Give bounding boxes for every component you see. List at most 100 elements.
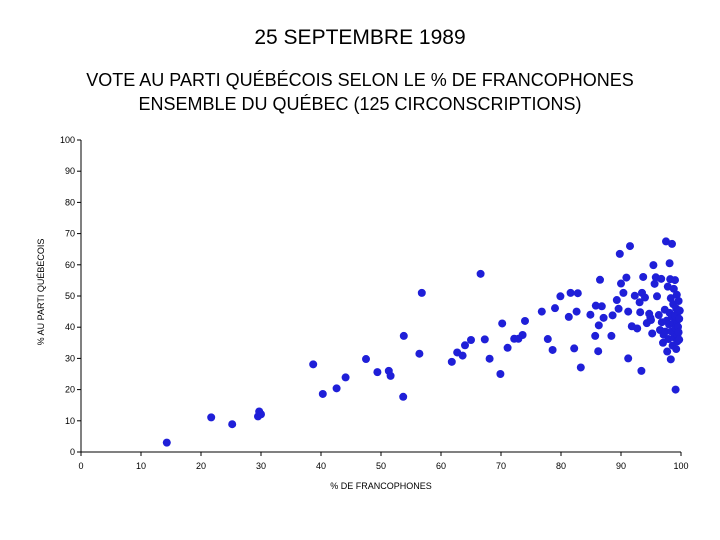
data-point bbox=[665, 259, 674, 268]
y-tick-label: 100 bbox=[60, 135, 75, 145]
data-point bbox=[207, 413, 216, 422]
data-point bbox=[675, 306, 684, 315]
data-point bbox=[671, 385, 680, 394]
data-point bbox=[648, 329, 657, 338]
data-point bbox=[641, 293, 649, 302]
data-point bbox=[599, 313, 608, 322]
data-point bbox=[672, 290, 681, 299]
chart-title-line-2: ENSEMBLE DU QUÉBEC (125 CIRCONSCRIPTIONS… bbox=[138, 94, 582, 114]
data-point bbox=[447, 357, 456, 366]
data-point bbox=[668, 239, 676, 248]
data-point bbox=[386, 371, 395, 380]
data-point bbox=[597, 302, 606, 311]
data-point bbox=[309, 360, 318, 369]
x-tick-label: 80 bbox=[556, 461, 566, 471]
data-point bbox=[461, 341, 469, 350]
data-point bbox=[639, 272, 648, 281]
data-point bbox=[674, 296, 683, 305]
data-point bbox=[543, 335, 552, 344]
data-point bbox=[675, 335, 684, 344]
data-point bbox=[672, 345, 681, 354]
data-point bbox=[576, 363, 585, 372]
data-point bbox=[521, 316, 529, 325]
y-tick-label: 10 bbox=[65, 416, 75, 426]
y-tick-label: 20 bbox=[65, 385, 75, 395]
data-point bbox=[635, 298, 644, 307]
data-point bbox=[162, 438, 171, 447]
data-point bbox=[458, 351, 467, 360]
data-point bbox=[228, 420, 237, 429]
data-point bbox=[637, 366, 646, 375]
data-point bbox=[664, 335, 673, 344]
data-point bbox=[671, 276, 679, 285]
data-point bbox=[570, 344, 579, 353]
data-point bbox=[608, 311, 617, 320]
y-tick-label: 30 bbox=[65, 353, 75, 363]
data-points bbox=[162, 237, 684, 447]
data-point bbox=[654, 311, 663, 320]
data-point bbox=[617, 279, 625, 288]
data-point bbox=[498, 319, 507, 328]
data-point bbox=[362, 355, 370, 364]
data-point bbox=[496, 370, 505, 378]
data-point bbox=[622, 273, 631, 282]
data-point bbox=[591, 301, 600, 310]
data-point bbox=[607, 331, 616, 340]
data-point bbox=[630, 291, 639, 300]
x-tick-label: 30 bbox=[256, 461, 266, 471]
data-point bbox=[415, 349, 424, 358]
x-axis-label: % DE FRANCOPHONES bbox=[330, 481, 432, 491]
data-point bbox=[674, 328, 683, 337]
x-tick-label: 10 bbox=[136, 461, 146, 471]
y-tick-label: 70 bbox=[65, 229, 75, 239]
data-point bbox=[662, 237, 670, 246]
data-point bbox=[467, 335, 475, 344]
data-point bbox=[663, 282, 672, 291]
chart-title-line-1: VOTE AU PARTI QUÉBÉCOIS SELON LE % DE FR… bbox=[86, 70, 634, 90]
data-point bbox=[417, 288, 426, 297]
data-point bbox=[657, 274, 666, 283]
data-point bbox=[624, 354, 633, 363]
y-axis-label: % AU PARTI QUÉBÉCOIS bbox=[36, 239, 46, 346]
data-point bbox=[649, 261, 658, 270]
data-point bbox=[626, 242, 634, 251]
data-point bbox=[663, 347, 672, 356]
data-point bbox=[633, 324, 642, 333]
y-tick-label: 50 bbox=[65, 291, 75, 301]
data-point bbox=[594, 347, 603, 356]
data-point bbox=[257, 410, 265, 419]
data-point bbox=[624, 307, 633, 316]
data-point bbox=[556, 292, 565, 301]
data-point bbox=[566, 288, 575, 297]
slide-title: 25 SEPTEMBRE 1989 bbox=[254, 26, 466, 49]
data-point bbox=[596, 275, 604, 284]
x-tick-label: 90 bbox=[616, 461, 626, 471]
x-tick-label: 40 bbox=[316, 461, 326, 471]
x-tick-label: 70 bbox=[496, 461, 506, 471]
data-point bbox=[318, 389, 327, 398]
data-point bbox=[666, 355, 675, 364]
data-point bbox=[594, 321, 603, 330]
data-point bbox=[373, 368, 382, 377]
data-point bbox=[518, 331, 527, 339]
data-point bbox=[551, 304, 559, 313]
data-point bbox=[614, 304, 623, 313]
data-point bbox=[675, 314, 684, 323]
data-point bbox=[399, 392, 408, 401]
data-point bbox=[564, 312, 573, 321]
data-point bbox=[485, 354, 494, 363]
y-tick-label: 40 bbox=[65, 322, 75, 332]
data-point bbox=[653, 292, 661, 301]
x-tick-label: 100 bbox=[673, 461, 688, 471]
data-point bbox=[661, 327, 670, 336]
y-tick-label: 80 bbox=[65, 197, 75, 207]
x-tick-label: 50 bbox=[376, 461, 386, 471]
y-axis-ticks: 0 10 20 30 40 50 60 70 80 90 100 bbox=[60, 135, 81, 457]
data-point bbox=[636, 308, 645, 317]
data-point bbox=[647, 316, 655, 325]
data-point bbox=[615, 249, 624, 258]
data-point bbox=[586, 310, 595, 319]
data-point bbox=[572, 307, 581, 316]
data-point bbox=[612, 296, 621, 305]
